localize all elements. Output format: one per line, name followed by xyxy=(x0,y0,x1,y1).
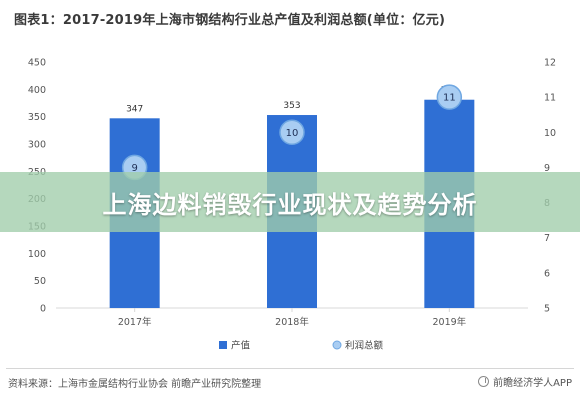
y-left-tick-label: 300 xyxy=(28,140,46,151)
brand-name: 前瞻经济学人APP xyxy=(493,378,572,389)
y-left-tick-label: 400 xyxy=(28,85,46,96)
y-left-tick-label: 350 xyxy=(28,112,46,123)
profit-point xyxy=(436,84,463,110)
y-right-tick-label: 9 xyxy=(544,163,550,174)
y-left-tick-label: 450 xyxy=(28,58,46,69)
bar-value-label: 353 xyxy=(283,101,300,111)
bubbles: 9 10 11 xyxy=(121,84,463,181)
brand-attribution: 前瞻经济学人APP xyxy=(478,374,572,389)
y-left-tick-label: 50 xyxy=(34,276,46,287)
y-right-tick-label: 10 xyxy=(544,128,556,139)
legend-label: 利润总额 xyxy=(345,340,384,352)
y-left-tick-label: 100 xyxy=(28,249,46,260)
banner-title: 上海边料销毁行业现状及趋势分析 xyxy=(102,190,478,219)
x-tick-label: 2018年 xyxy=(275,316,309,328)
x-tick-label: 2019年 xyxy=(432,316,466,328)
data-source: 资料来源：上海市金属结构行业协会 前瞻产业研究院整理 xyxy=(8,379,262,390)
legend-bar-swatch xyxy=(219,341,227,349)
chart-title: 图表1：2017-2019年上海市钢结构行业总产值及利润总额(单位：亿元) xyxy=(14,13,446,28)
profit-point xyxy=(279,119,305,146)
profit-value-label: 11 xyxy=(443,93,456,104)
profit-value-label: 9 xyxy=(131,163,137,174)
y-right-tick-label: 11 xyxy=(544,93,556,104)
brand-logo-icon xyxy=(478,376,490,387)
legend-dot-swatch xyxy=(332,340,342,350)
y-right-tick-label: 5 xyxy=(544,304,550,315)
y-right-tick-label: 12 xyxy=(544,58,556,69)
y-left-tick-label: 0 xyxy=(40,304,46,315)
bar-value-label: 347 xyxy=(126,104,143,114)
y-right-tick-label: 7 xyxy=(544,233,550,244)
profit-value-label: 10 xyxy=(286,128,299,139)
legend-label: 产值 xyxy=(231,340,251,352)
title-banner: 上海边料销毁行业现状及趋势分析 xyxy=(0,172,580,232)
x-tick-label: 2017年 xyxy=(118,316,152,328)
legend: 产值 利润总额 xyxy=(219,340,384,352)
footer-divider xyxy=(6,368,574,369)
y-right-tick-label: 6 xyxy=(544,268,550,279)
